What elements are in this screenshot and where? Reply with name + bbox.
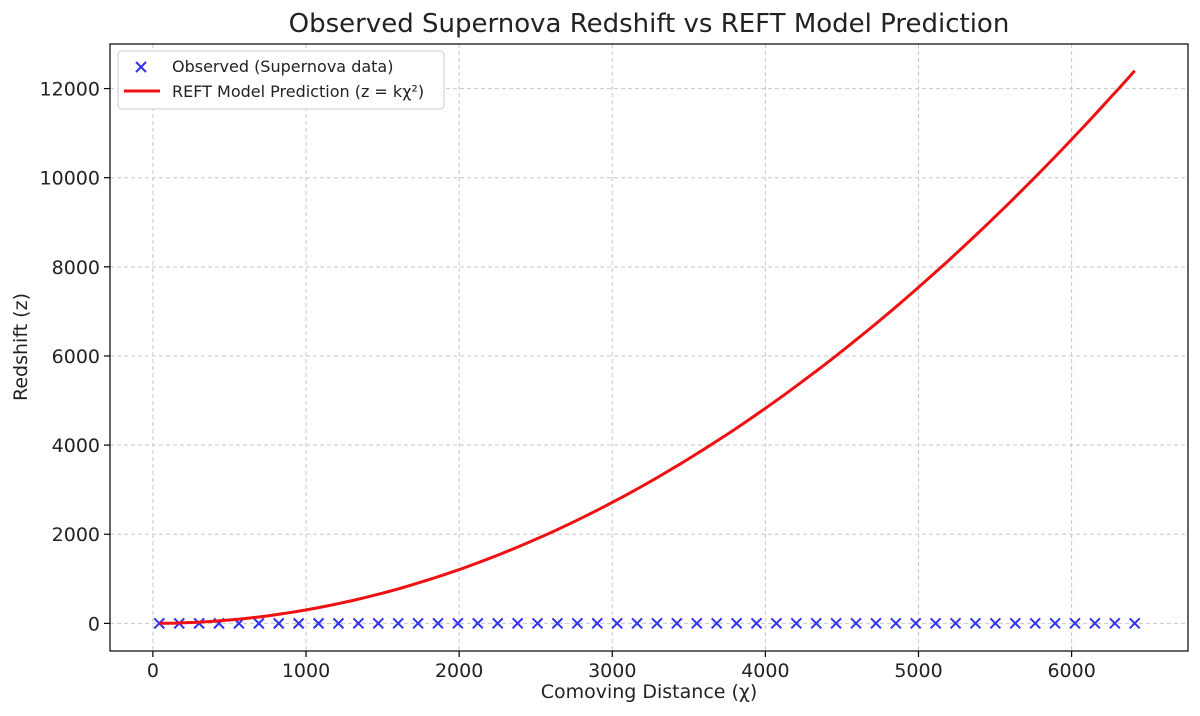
observed-point	[770, 617, 783, 630]
observed-point	[671, 617, 683, 630]
observed-point	[531, 617, 544, 630]
x-tick-label: 3000	[588, 660, 636, 682]
plot-area	[153, 69, 1141, 630]
observed-point	[810, 617, 822, 630]
x-tick-label: 4000	[741, 660, 789, 682]
legend-label-observed: Observed (Supernova data)	[172, 57, 393, 76]
observed-point	[1009, 617, 1021, 630]
observed-point	[412, 617, 424, 630]
observed-point	[1049, 617, 1061, 630]
legend-marker-observed	[135, 61, 147, 73]
observed-point	[571, 617, 584, 630]
legend-label-model: REFT Model Prediction (z = kχ²)	[172, 82, 424, 101]
observed-point	[1089, 617, 1101, 630]
grid	[110, 44, 1188, 651]
x-tick-label: 5000	[894, 660, 942, 682]
observed-point	[312, 617, 325, 630]
observed-point	[1029, 617, 1041, 630]
observed-point	[710, 617, 723, 630]
model-prediction-line	[159, 69, 1136, 625]
observed-point	[472, 617, 484, 630]
observed-point	[332, 617, 345, 630]
x-tick-label: 1000	[282, 660, 330, 682]
legend-box	[117, 50, 445, 110]
observed-point	[830, 617, 842, 630]
observed-point	[1069, 617, 1081, 630]
observed-point	[790, 617, 803, 630]
observed-point	[452, 617, 464, 630]
observed-point	[352, 617, 365, 630]
legend: Observed (Supernova data) REFT Model Pre…	[117, 50, 445, 110]
observed-point	[890, 617, 902, 630]
observed-point	[631, 617, 643, 630]
y-tick-label: 2000	[52, 524, 100, 546]
x-axis-label: Comoving Distance (χ)	[541, 681, 758, 703]
observed-point	[253, 617, 265, 630]
observed-point	[949, 617, 962, 630]
observed-point	[492, 617, 504, 630]
chart-title: Observed Supernova Redshift vs REFT Mode…	[289, 9, 1010, 39]
y-axis-label: Redshift (z)	[10, 293, 32, 401]
y-tick-label: 8000	[52, 257, 100, 279]
observed-point	[1129, 617, 1141, 630]
x-tick-label: 2000	[435, 660, 483, 682]
y-tick-label: 10000	[40, 168, 100, 190]
x-tick-label: 0	[147, 660, 159, 682]
legend-x-glyph	[135, 61, 147, 73]
observed-point	[910, 617, 922, 630]
observed-point	[929, 617, 942, 630]
axis-ticks: 0 1000 2000 3000 4000 5000 6000 0 2000 4000 6000 80…	[40, 79, 1096, 682]
plot-frame	[109, 43, 1189, 652]
observed-point	[392, 617, 404, 630]
observed-point	[551, 617, 564, 630]
y-tick-label: 6000	[52, 346, 100, 368]
y-tick-label: 12000	[40, 79, 100, 101]
observed-point	[651, 617, 663, 630]
observed-point	[511, 617, 524, 630]
observed-point	[850, 617, 862, 630]
y-tick-label: 4000	[52, 435, 100, 457]
observed-point	[691, 617, 703, 630]
observed-point	[750, 617, 763, 630]
x-tick-label: 6000	[1047, 660, 1095, 682]
y-tick-label: 0	[88, 613, 100, 635]
observed-point	[730, 617, 743, 630]
observed-point	[372, 617, 384, 630]
observed-point	[292, 617, 305, 630]
observed-point	[591, 617, 603, 630]
observed-point	[432, 617, 444, 630]
observed-point	[611, 617, 623, 630]
observed-point	[989, 617, 1002, 630]
observed-point	[1109, 617, 1121, 630]
observed-point	[273, 617, 285, 630]
observed-point	[969, 617, 982, 630]
observed-point	[870, 617, 882, 630]
